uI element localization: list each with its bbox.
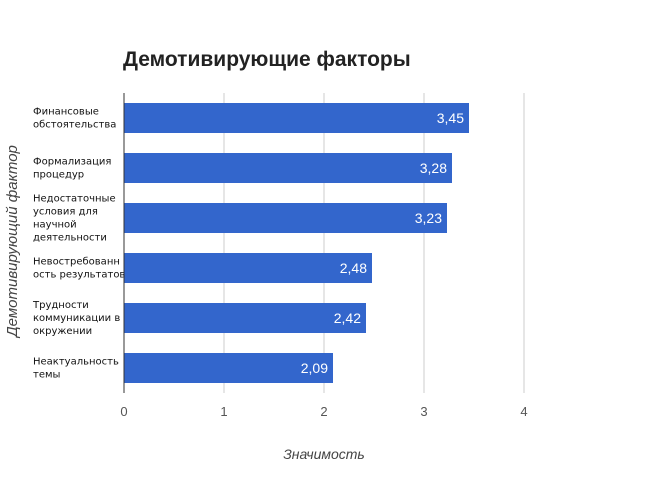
bars: 3,45 3,28 3,23 2,48 2,42 2,09 [124, 103, 469, 383]
bar [124, 153, 452, 183]
y-axis-label: Демотивирующий фактор [4, 145, 21, 339]
category-labels: Финансовые обстоятельства Формализация проц… [32, 107, 125, 381]
category-label: ость результатов [33, 270, 125, 281]
category-label: коммуникации в [33, 313, 120, 324]
category-label: условия для [33, 207, 98, 218]
bar [124, 203, 447, 233]
x-tick-label: 2 [320, 404, 327, 419]
data-label: 3,28 [420, 160, 447, 176]
bar [124, 353, 333, 383]
category-label: Формализация [33, 157, 111, 168]
x-tick-label: 4 [520, 404, 527, 419]
x-tick-label: 3 [420, 404, 427, 419]
bar [124, 253, 372, 283]
bar [124, 303, 366, 333]
data-label: 2,42 [334, 310, 361, 326]
category-label: Недостаточные [33, 194, 116, 205]
data-label: 3,23 [415, 210, 442, 226]
category-label: темы [33, 370, 60, 381]
category-label: Трудности [32, 300, 89, 311]
gridlines [223, 93, 525, 393]
data-label: 3,45 [437, 110, 464, 126]
category-label: Неактуальность [33, 357, 119, 368]
category-label: процедур [33, 170, 84, 181]
x-tick-label: 1 [220, 404, 227, 419]
data-label: 2,09 [301, 360, 328, 376]
category-label: окружении [33, 326, 92, 337]
x-axis-label: Значимость [283, 446, 365, 462]
category-label: деятельности [33, 233, 107, 244]
category-label: обстоятельства [33, 120, 116, 131]
x-tick-labels: 0 1 2 3 4 [120, 404, 527, 419]
category-label: Невостребованн [33, 257, 120, 268]
x-tick-label: 0 [120, 404, 127, 419]
data-label: 2,48 [340, 260, 367, 276]
chart-title: Демотивирующие факторы [123, 48, 411, 71]
category-label: научной [33, 220, 77, 231]
bar [124, 103, 469, 133]
category-label: Финансовые [33, 107, 99, 118]
